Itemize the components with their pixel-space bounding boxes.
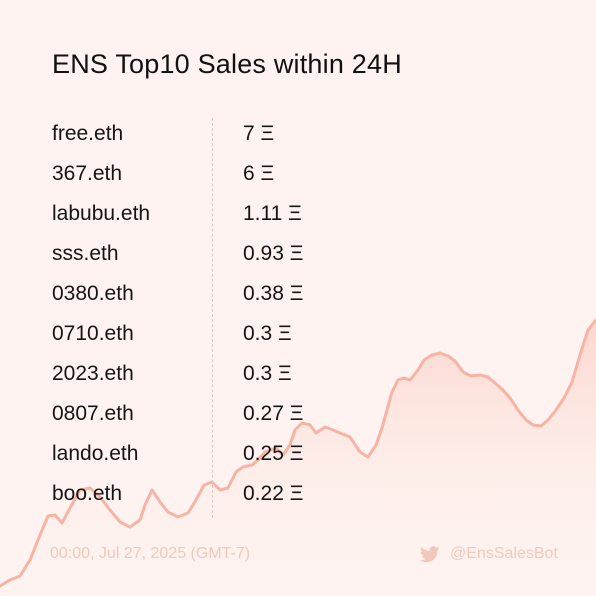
- sales-list: free.eth 7 Ξ 367.eth 6 Ξ labubu.eth 1.11…: [0, 115, 596, 515]
- bot-handle-link[interactable]: @EnsSalesBot: [420, 545, 558, 563]
- trend-area: [0, 320, 596, 596]
- sale-row: lando.eth 0.25 Ξ: [0, 435, 596, 475]
- sale-price: 0.22 Ξ: [243, 482, 304, 505]
- sale-row: free.eth 7 Ξ: [0, 115, 596, 155]
- domain-name: free.eth: [52, 122, 124, 145]
- sale-row: 367.eth 6 Ξ: [0, 155, 596, 195]
- sale-row: 0380.eth 0.38 Ξ: [0, 275, 596, 315]
- domain-name: 0710.eth: [52, 322, 134, 345]
- sale-row: boo.eth 0.22 Ξ: [0, 475, 596, 515]
- domain-name: lando.eth: [52, 442, 139, 465]
- sale-price: 7 Ξ: [243, 122, 275, 145]
- sale-price: 0.25 Ξ: [243, 442, 304, 465]
- domain-name: 0380.eth: [52, 282, 134, 305]
- sale-price: 0.3 Ξ: [243, 362, 292, 385]
- sale-row: sss.eth 0.93 Ξ: [0, 235, 596, 275]
- sale-price: 0.27 Ξ: [243, 402, 304, 425]
- trend-line: [0, 318, 596, 588]
- sale-price: 0.38 Ξ: [243, 282, 304, 305]
- sale-row: labubu.eth 1.11 Ξ: [0, 195, 596, 235]
- sale-price: 0.3 Ξ: [243, 322, 292, 345]
- sale-row: 0710.eth 0.3 Ξ: [0, 315, 596, 355]
- sale-row: 2023.eth 0.3 Ξ: [0, 355, 596, 395]
- sale-row: 0807.eth 0.27 Ξ: [0, 395, 596, 435]
- timestamp: 00:00, Jul 27, 2025 (GMT-7): [50, 545, 251, 562]
- domain-name: sss.eth: [52, 242, 119, 265]
- bot-handle: @EnsSalesBot: [450, 545, 558, 562]
- column-divider: [212, 118, 213, 518]
- sale-price: 0.93 Ξ: [243, 242, 304, 265]
- twitter-bird-icon: [420, 545, 440, 562]
- domain-name: 0807.eth: [52, 402, 134, 425]
- domain-name: 2023.eth: [52, 362, 134, 385]
- sale-price: 1.11 Ξ: [243, 202, 302, 225]
- domain-name: labubu.eth: [52, 202, 151, 225]
- page-title: ENS Top10 Sales within 24H: [52, 49, 402, 79]
- domain-name: 367.eth: [52, 162, 123, 185]
- domain-name: boo.eth: [52, 482, 123, 505]
- sale-price: 6 Ξ: [243, 162, 275, 185]
